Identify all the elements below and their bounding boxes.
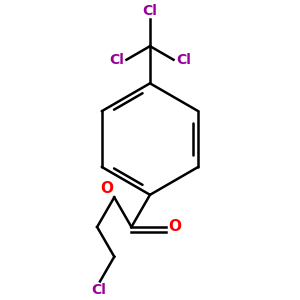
Text: Cl: Cl	[142, 4, 158, 18]
Text: O: O	[100, 181, 113, 196]
Text: Cl: Cl	[176, 53, 191, 67]
Text: O: O	[169, 220, 182, 235]
Text: Cl: Cl	[91, 283, 106, 297]
Text: Cl: Cl	[109, 53, 124, 67]
